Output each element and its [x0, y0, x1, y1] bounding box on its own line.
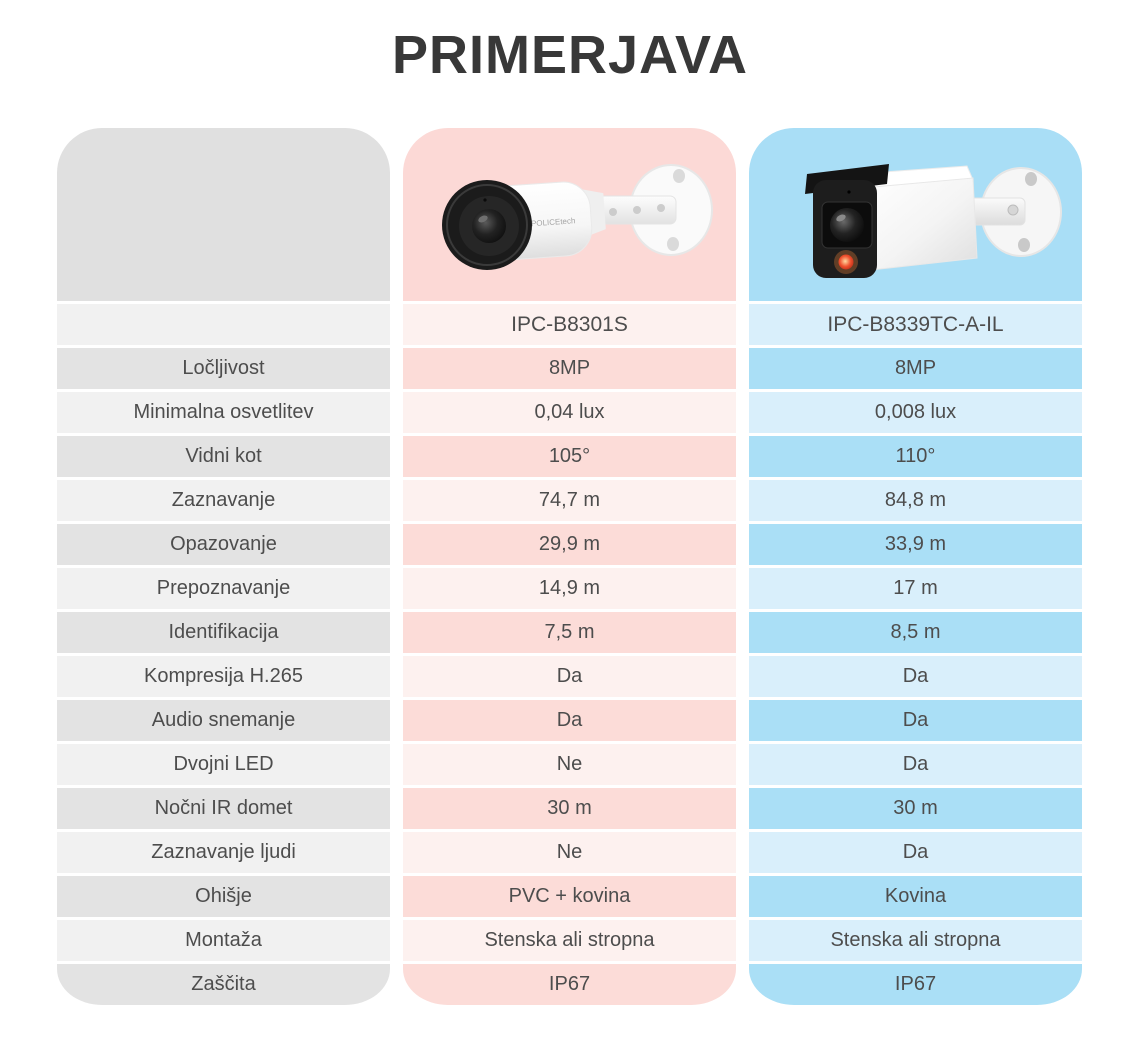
camera-illustration-ipc-b8301s: POLICEtech	[441, 163, 713, 270]
spec-label: Prepoznavanje	[57, 568, 390, 609]
mount-bracket	[960, 166, 1062, 257]
spec-value: 33,9 m	[749, 524, 1082, 565]
spec-value: Da	[749, 700, 1082, 741]
spec-value: Da	[403, 700, 736, 741]
spec-value: 84,8 m	[749, 480, 1082, 521]
spec-label: Montaža	[57, 920, 390, 961]
spec-label: Opazovanje	[57, 524, 390, 565]
spec-label: Vidni kot	[57, 436, 390, 477]
spec-value: Da	[749, 832, 1082, 873]
spec-value: Da	[403, 656, 736, 697]
model-row-spacer	[57, 304, 390, 345]
spec-label: Zaznavanje ljudi	[57, 832, 390, 873]
spec-label: Zaznavanje	[57, 480, 390, 521]
spec-label: Minimalna osvetlitev	[57, 392, 390, 433]
spec-value: 30 m	[403, 788, 736, 829]
spec-value: 30 m	[749, 788, 1082, 829]
spec-value: 105°	[403, 436, 736, 477]
spec-label: Kompresija H.265	[57, 656, 390, 697]
spec-label: Dvojni LED	[57, 744, 390, 785]
spec-value: 8MP	[403, 348, 736, 389]
spec-value: 7,5 m	[403, 612, 736, 653]
camera-front-panel	[804, 163, 889, 278]
spec-value: 110°	[749, 436, 1082, 477]
spec-label: Identifikacija	[57, 612, 390, 653]
labels-column-header	[57, 128, 390, 301]
comparison-table: Ločljivost Minimalna osvetlitev Vidni ko…	[57, 128, 1082, 1005]
spec-value: PVC + kovina	[403, 876, 736, 917]
spec-value: 8MP	[749, 348, 1082, 389]
model-name: IPC-B8301S	[403, 304, 736, 345]
spec-value: Stenska ali stropna	[403, 920, 736, 961]
spec-value: 29,9 m	[403, 524, 736, 565]
spec-value: 0,008 lux	[749, 392, 1082, 433]
camera-lens	[441, 179, 532, 270]
spec-value: Kovina	[749, 876, 1082, 917]
page-title: PRIMERJAVA	[391, 25, 749, 85]
model-name: IPC-B8339TC-A-IL	[749, 304, 1082, 345]
spec-value: IP67	[749, 964, 1082, 1005]
spec-value: IP67	[403, 964, 736, 1005]
spec-label: Ločljivost	[57, 348, 390, 389]
spec-label: Nočni IR domet	[57, 788, 390, 829]
spec-value: 8,5 m	[749, 612, 1082, 653]
spec-label: Ohišje	[57, 876, 390, 917]
spec-value: 0,04 lux	[403, 392, 736, 433]
mount-bracket	[597, 163, 713, 256]
camera-logo-text: POLICEtech	[530, 216, 575, 228]
spec-value: Stenska ali stropna	[749, 920, 1082, 961]
product-column-ipc-b8339tc-a-il: IPC-B8339TC-A-IL 8MP 0,008 lux 110° 84,8…	[749, 128, 1082, 1005]
spec-value: Ne	[403, 744, 736, 785]
labels-column: Ločljivost Minimalna osvetlitev Vidni ko…	[57, 128, 390, 1005]
spec-label: Audio snemanje	[57, 700, 390, 741]
camera-lens	[829, 207, 864, 242]
led-light	[838, 254, 853, 269]
spec-value: 74,7 m	[403, 480, 736, 521]
product-2-header	[749, 128, 1082, 301]
product-1-header: POLICEtech	[403, 128, 736, 301]
spec-value: Ne	[403, 832, 736, 873]
spec-value: 17 m	[749, 568, 1082, 609]
spec-value: 14,9 m	[403, 568, 736, 609]
spec-value: Da	[749, 744, 1082, 785]
spec-value: Da	[749, 656, 1082, 697]
camera-illustration-ipc-b8339tc-a-il	[804, 163, 1062, 278]
product-column-ipc-b8301s: POLICEtech IPC-B8301S 8MP 0,04 lux 105	[403, 128, 736, 1005]
spec-label: Zaščita	[57, 964, 390, 1005]
